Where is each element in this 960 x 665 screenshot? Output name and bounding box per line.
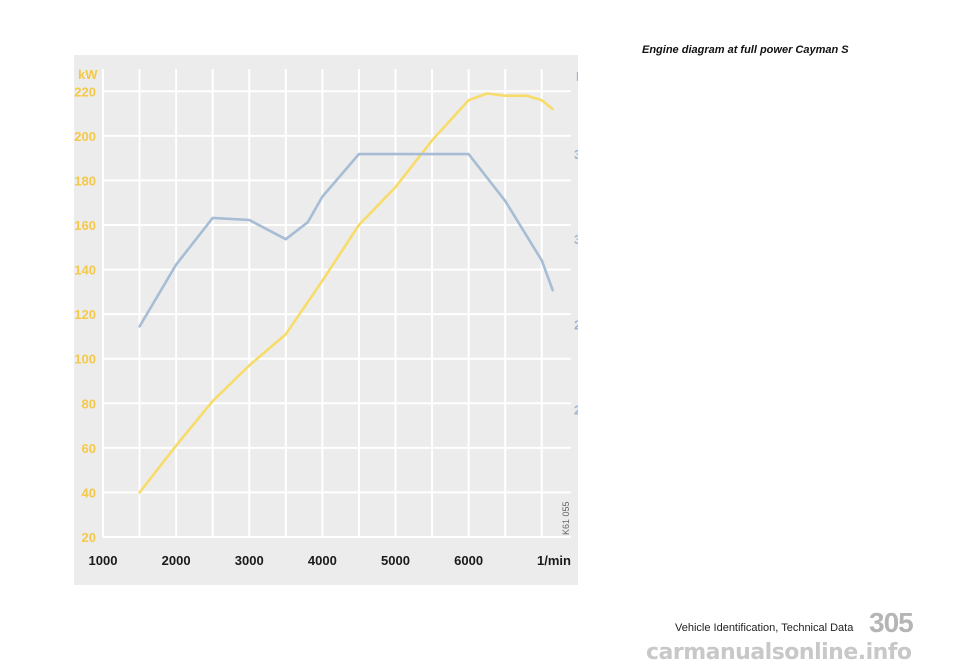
- y-right-tick-label: 340: [574, 147, 578, 162]
- torque-curve-nm: [138, 152, 555, 328]
- y-left-axis-label: kW: [78, 67, 98, 82]
- y-left-tick-label: 100: [74, 352, 96, 367]
- x-tick-label: 1000: [89, 553, 118, 568]
- y-left-tick-label: 180: [74, 173, 96, 188]
- y-left-tick-label: 80: [82, 396, 96, 411]
- x-tick-label: 5000: [381, 553, 410, 568]
- chart-annotation: K61 055: [561, 501, 571, 535]
- x-tick-label: 4000: [308, 553, 337, 568]
- y-left-tick-label: 40: [82, 485, 96, 500]
- figure-caption: Engine diagram at full power Cayman S: [642, 44, 849, 56]
- power-curve-kw: [138, 92, 555, 494]
- x-axis-unit-label: 1/min: [537, 553, 571, 568]
- y-left-tick-label: 120: [74, 307, 96, 322]
- footer-section-label: Vehicle Identification, Technical Data: [675, 622, 854, 634]
- x-tick-label: 2000: [162, 553, 191, 568]
- y-left-tick-label: 60: [82, 441, 96, 456]
- y-left-tick-label: 160: [74, 218, 96, 233]
- y-left-tick-label: 200: [74, 129, 96, 144]
- page-number: 305: [869, 607, 914, 638]
- y-right-axis-label: Nm: [576, 69, 578, 84]
- y-left-tick-label: 20: [82, 530, 96, 545]
- y-left-tick-label: 140: [74, 263, 96, 278]
- x-tick-label: 3000: [235, 553, 264, 568]
- y-right-tick-label: 300: [574, 232, 578, 247]
- chart-svg: kW 20 40 60 80 100 120 140 160 180 200 220 Nm 220 260 3…: [74, 67, 578, 568]
- y-right-tick-label: 260: [574, 317, 578, 332]
- watermark-logo: carmanualsonline.info: [646, 640, 912, 665]
- y-right-tick-label: 220: [574, 402, 578, 417]
- y-left-tick-label: 220: [74, 84, 96, 99]
- x-tick-label: 6000: [454, 553, 483, 568]
- engine-power-chart: kW 20 40 60 80 100 120 140 160 180 200 220 Nm 220 260 3…: [74, 55, 578, 585]
